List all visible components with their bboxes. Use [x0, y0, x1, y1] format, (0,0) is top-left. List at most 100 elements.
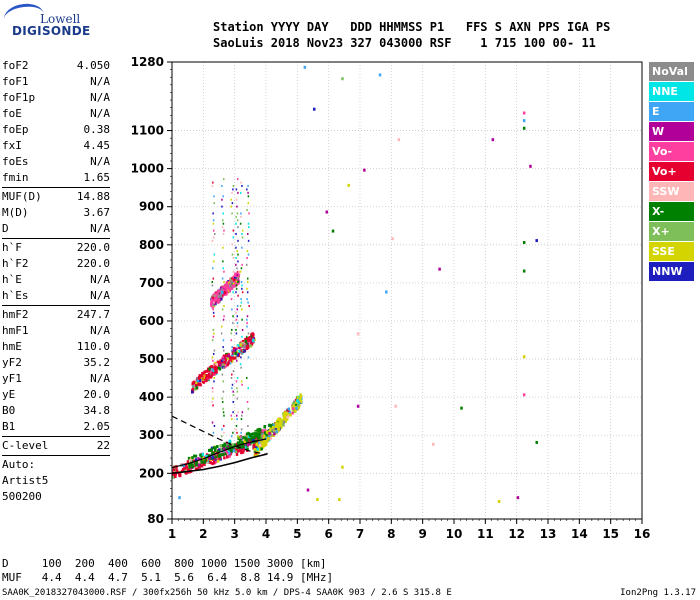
- spread-pixel: [212, 404, 214, 407]
- spread-pixel: [231, 287, 234, 290]
- spread-pixel: [212, 219, 215, 222]
- spread-pixel: [235, 215, 237, 218]
- scatter-point: [432, 442, 435, 446]
- param-row: foEs N/A: [2, 154, 162, 170]
- echo-pixel: [259, 434, 262, 438]
- echo-pixel: [256, 428, 259, 432]
- param-label: B1: [2, 420, 16, 433]
- echo-pixel: [194, 383, 198, 387]
- echo-pixel: [205, 374, 208, 378]
- echo-pixel: [249, 344, 252, 348]
- param-value: 22: [96, 439, 110, 452]
- spread-pixel: [247, 202, 250, 205]
- spread-pixel: [232, 236, 235, 239]
- scatter-point: [522, 355, 526, 359]
- echo-pixel: [291, 404, 294, 408]
- echo-pixel: [252, 336, 256, 340]
- echo-pixel: [249, 441, 252, 445]
- spread-pixel: [235, 291, 237, 294]
- param-label: foF1p: [2, 91, 36, 104]
- echo-pixel: [234, 274, 237, 278]
- spread-pixel: [235, 263, 237, 266]
- echo-pixel: [236, 274, 240, 278]
- echo-pixel: [200, 460, 204, 464]
- echo-pixel: [178, 474, 182, 478]
- param-divider: [2, 238, 110, 239]
- echo-pixel: [234, 276, 237, 280]
- muf-table: D 100 200 400 600 800 1000 1500 3000 [km…: [2, 557, 333, 585]
- spread-pixel: [236, 274, 239, 277]
- spread-pixel: [235, 232, 237, 235]
- spread-pixel: [241, 287, 243, 290]
- chart-axes: 1 2 3 4 5 6 7 8 9 10 11 12 13 14 15 1680200300400500600…: [131, 55, 651, 541]
- echo-pixel: [217, 289, 221, 293]
- chart-grid: [172, 62, 642, 519]
- echo-pixel: [213, 366, 216, 370]
- param-value: 14.88: [76, 190, 110, 203]
- echo-pixel: [229, 355, 232, 359]
- spread-pixel: [236, 205, 238, 208]
- echo-pixel: [227, 356, 230, 360]
- spread-pixel: [231, 202, 234, 205]
- spread-pixel: [211, 390, 214, 393]
- header-labels: Station YYYY DAY DDD HHMMSS P1 FFS S AXN…: [213, 20, 611, 34]
- echo-pixel: [198, 379, 202, 383]
- echo-pixel: [210, 374, 213, 378]
- echo-pixel: [194, 381, 198, 385]
- echo-pixel: [211, 452, 214, 456]
- echo-pixel: [248, 338, 252, 342]
- echo-pixel: [258, 434, 261, 438]
- echo-pixel: [182, 467, 185, 471]
- spread-pixel: [235, 428, 237, 431]
- polarization-legend: NoVal NNE E W Vo- Vo+ SSW X- X+ SSE NNW: [649, 62, 694, 282]
- echo-pixel: [274, 422, 278, 426]
- legend-item-e: E: [649, 102, 694, 121]
- param-value: 35.2: [83, 356, 111, 369]
- echo-pixel: [244, 433, 247, 437]
- echo-pixel: [248, 434, 252, 438]
- spread-pixel: [230, 298, 233, 301]
- echo-pixel: [258, 430, 261, 434]
- y-tick-label: 900: [139, 200, 164, 214]
- spread-pixel: [213, 232, 216, 235]
- echo-pixel: [268, 423, 271, 427]
- echo-pixel: [279, 417, 282, 421]
- echo-pixel: [225, 355, 228, 359]
- spread-pixel: [235, 318, 238, 321]
- spread-pixel: [213, 195, 215, 198]
- echo-pixel: [232, 278, 236, 282]
- scatter-point: [356, 404, 360, 408]
- spread-pixel: [221, 400, 224, 403]
- echo-pixel: [217, 366, 220, 370]
- echo-pixel: [255, 442, 259, 446]
- echo-pixel: [238, 438, 242, 442]
- echo-pixel: [277, 425, 280, 429]
- spread-pixel: [235, 328, 237, 331]
- echo-pixel: [224, 364, 227, 368]
- scatter-point: [391, 237, 394, 241]
- echo-pixel: [271, 427, 274, 431]
- echo-pixel: [244, 436, 247, 440]
- y-tick-label: 200: [139, 466, 164, 480]
- spread-pixel: [239, 435, 242, 438]
- y-tick-label: 1280: [131, 55, 164, 69]
- legend-item-x: X-: [649, 202, 694, 221]
- spread-pixel: [241, 236, 244, 239]
- echo-pixel: [254, 433, 257, 437]
- spread-pixel: [245, 263, 248, 266]
- spread-pixel: [246, 291, 249, 294]
- spread-pixel: [221, 291, 224, 294]
- param-value: N/A: [90, 155, 110, 168]
- scatter-point: [325, 210, 329, 214]
- spread-pixel: [212, 277, 215, 280]
- param-value: 1.65: [83, 171, 111, 184]
- param-row: fxI 4.45: [2, 138, 162, 154]
- echo-pixel: [184, 471, 188, 475]
- echo-pixel: [239, 448, 243, 452]
- spread-pixel: [231, 328, 233, 331]
- spread-pixel: [236, 322, 239, 325]
- echo-pixel: [197, 460, 201, 464]
- echo-pixel: [228, 443, 232, 447]
- echo-pixel: [213, 368, 216, 372]
- echo-pixel: [264, 441, 267, 445]
